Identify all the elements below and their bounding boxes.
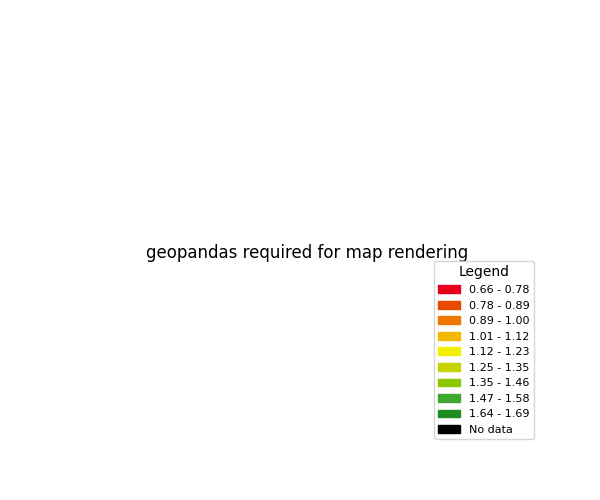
- Legend: 0.66 - 0.78, 0.78 - 0.89, 0.89 - 1.00, 1.01 - 1.12, 1.12 - 1.23, 1.25 - 1.35, 1.: 0.66 - 0.78, 0.78 - 0.89, 0.89 - 1.00, 1…: [434, 261, 535, 440]
- Text: geopandas required for map rendering: geopandas required for map rendering: [146, 244, 469, 262]
